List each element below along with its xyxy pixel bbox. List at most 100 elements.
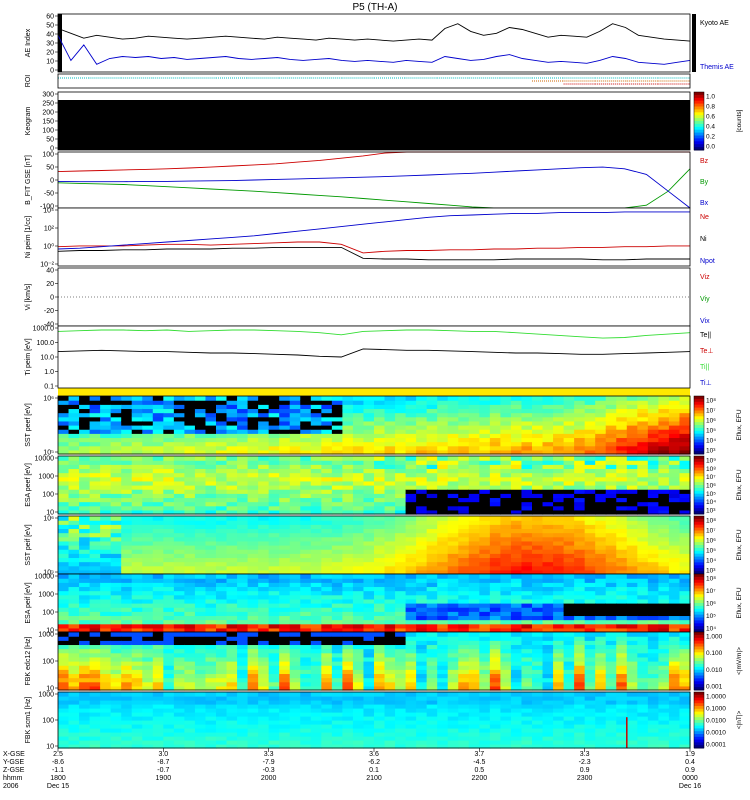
heatmap-cell [321,501,333,507]
heatmap-cell [58,505,70,511]
heatmap-cell [553,400,565,405]
heatmap-cell [321,468,333,474]
heatmap-cell [68,728,80,733]
y-tick-label: 100 [42,128,54,135]
heatmap-cell [532,582,544,588]
heatmap-cell [468,644,480,650]
heatmap-cell [89,700,101,705]
heatmap-cell [258,736,270,741]
heatmap-cell [584,640,596,646]
heatmap-cell [500,485,512,490]
heatmap-cell [194,677,207,683]
heatmap-cell [79,692,91,697]
heatmap-cell [58,732,70,737]
heatmap-cell [121,497,133,503]
heatmap-cell [521,549,533,554]
heatmap-cell [468,445,480,451]
heatmap-cell [626,429,638,434]
heatmap-cell [521,468,533,474]
heatmap-cell [100,590,112,596]
heatmap-cell [247,528,259,534]
heatmap-cell [563,528,575,534]
heatmap-cell [605,665,617,670]
heatmap-cell [352,636,365,641]
heatmap-cell [405,412,417,418]
heatmap-cell [310,716,322,721]
heatmap-cell [426,540,438,546]
heatmap-cell [658,497,670,503]
heatmap-cell [668,476,681,482]
heatmap-cell [584,594,596,600]
heatmap-cell [363,493,375,499]
heatmap-cell [205,732,217,737]
heatmap-cell [194,408,207,414]
heatmap-cell [626,607,638,612]
heatmap-cell [216,420,228,426]
heatmap-cell [321,644,333,650]
heatmap-cell [321,532,333,538]
heatmap-cell [668,429,681,434]
heatmap-cell [342,433,354,439]
heatmap-cell [131,603,143,608]
heatmap-cell [205,433,217,439]
heatmap-cell [216,607,228,612]
heatmap-cell [216,509,228,515]
heatmap-cell [395,627,407,633]
heatmap-cell [468,656,480,662]
heatmap-cell [279,416,291,422]
heatmap-cell [563,540,575,546]
heatmap-cell [89,696,101,701]
heatmap-cell [300,656,312,662]
heatmap-cell [194,433,207,439]
heatmap-cell [163,569,175,575]
heatmap-cell [553,528,565,534]
heatmap-cell [268,561,280,567]
heatmap-cell [626,594,638,600]
heatmap-cell [500,619,512,625]
heatmap-cell [647,400,659,405]
heatmap-cell [458,685,470,691]
heatmap-cell [194,425,207,430]
heatmap-cell [668,565,681,571]
heatmap-cell [58,724,70,729]
heatmap-cell [374,557,386,563]
heatmap-cell [79,669,91,675]
heatmap-cell [468,396,480,401]
heatmap-cell [605,545,617,550]
heatmap-cell [668,652,681,658]
heatmap-cell [395,656,407,662]
heatmap-cell [521,464,533,470]
heatmap-cell [300,640,312,646]
heatmap-cell [426,607,438,612]
heatmap-cell [563,505,575,511]
heatmap-cell [468,520,480,525]
heatmap-cell [226,574,238,579]
heatmap-cell [163,669,175,675]
heatmap-cell [194,712,207,717]
heatmap-cell [194,429,207,434]
heatmap-cell [205,540,217,546]
heatmap-cell [110,549,122,554]
heatmap-cell [658,429,670,434]
heatmap-cell [679,681,691,687]
heatmap-cell [152,493,164,499]
heatmap-cell [510,611,523,617]
heatmap-cell [226,532,238,538]
heatmap-cell [647,493,659,499]
heatmap-cell [173,736,185,741]
heatmap-cell [363,429,375,434]
heatmap-cell [152,429,164,434]
heatmap-cell [226,736,238,741]
heatmap-cell [279,489,291,494]
heatmap-cell [395,433,407,439]
heatmap-cell [405,396,417,401]
heatmap-cell [626,636,638,641]
heatmap-cell [89,456,101,461]
heatmap-cell [247,480,259,486]
heatmap-cell [374,505,386,511]
heatmap-cell [110,480,122,486]
heatmap-cell [416,485,428,490]
heatmap-cell [131,656,143,662]
y-tick-label: 10000 [35,456,55,463]
